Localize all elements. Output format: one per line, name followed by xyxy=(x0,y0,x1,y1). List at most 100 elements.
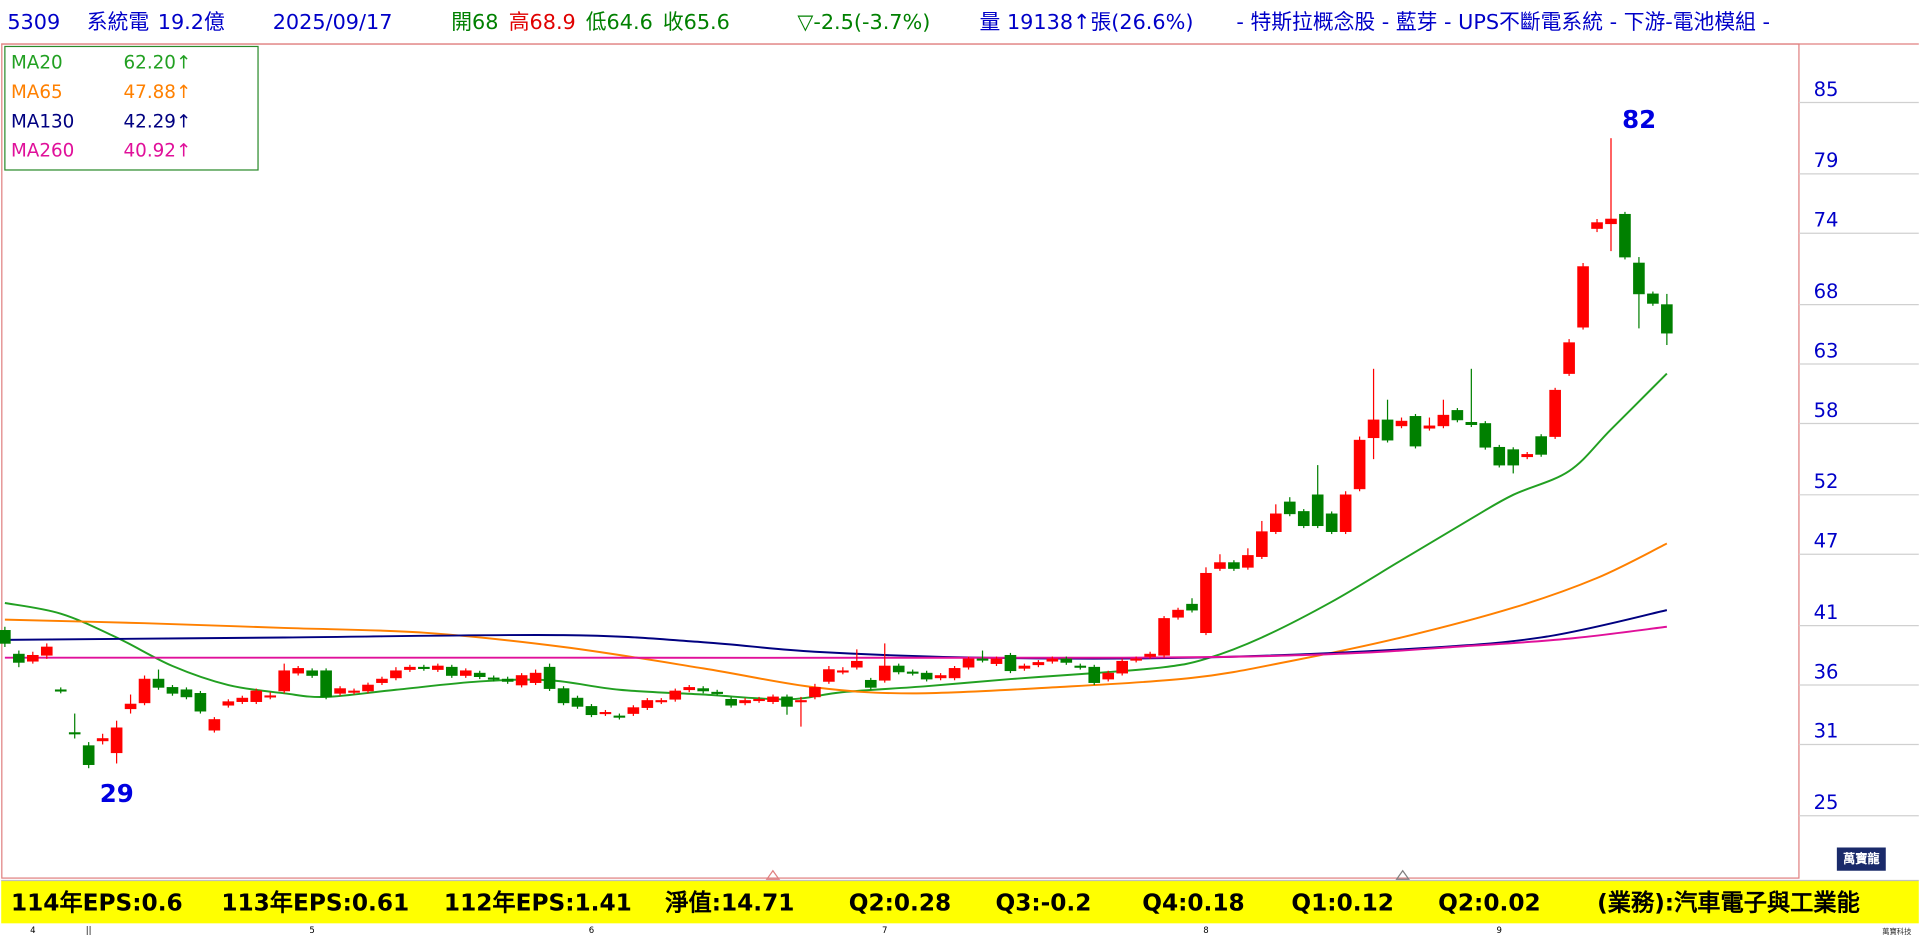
legend-value: 40.92↑ xyxy=(124,141,192,162)
candle-body xyxy=(976,658,989,661)
candle-body xyxy=(1493,446,1506,466)
candle-body xyxy=(13,653,25,663)
candle-body xyxy=(1214,562,1226,569)
brand-badge xyxy=(1836,847,1886,871)
candle-body xyxy=(1004,654,1017,672)
candle-body xyxy=(823,669,835,682)
candle-body xyxy=(306,670,318,676)
candle-body xyxy=(725,698,737,706)
candle-body xyxy=(1339,494,1352,532)
candle-body xyxy=(1479,423,1492,448)
y-tick-label: 79 xyxy=(1814,149,1839,172)
candle-body xyxy=(68,732,81,735)
header-item: 量 19138↑張(26.6%) xyxy=(980,10,1194,34)
candle-body xyxy=(515,675,528,686)
candle-body xyxy=(40,646,53,656)
candle-body xyxy=(613,715,626,718)
candle-body xyxy=(739,700,751,704)
x-tick-label: 6 xyxy=(589,926,594,936)
brand-label: 萬寶龍 xyxy=(1843,851,1880,866)
footer-item: Q2:0.28 xyxy=(849,889,951,916)
candle-body xyxy=(1269,513,1282,532)
candle-body xyxy=(767,696,779,702)
y-tick-label: 47 xyxy=(1814,530,1839,553)
candle-body xyxy=(1381,419,1394,441)
candle-body xyxy=(795,700,807,703)
candle-body xyxy=(1647,293,1659,304)
candle-body xyxy=(96,738,109,742)
candle-body xyxy=(1088,666,1101,683)
legend-name: MA260 xyxy=(11,141,74,162)
candle-body xyxy=(1018,665,1031,669)
candle-body xyxy=(864,679,877,688)
candle-body xyxy=(683,687,696,691)
candle-body xyxy=(194,693,207,712)
candle-body xyxy=(1158,618,1170,656)
candle-body xyxy=(166,687,179,694)
candle-body xyxy=(1395,420,1408,427)
candle-body xyxy=(418,666,430,669)
candle-body xyxy=(1311,494,1324,527)
candle-body xyxy=(222,701,235,706)
candle-body xyxy=(1074,665,1087,668)
footer-item: 淨值:14.71 xyxy=(665,889,794,916)
legend-box xyxy=(4,45,259,171)
candle-body xyxy=(837,670,849,673)
candle-body xyxy=(1563,342,1575,374)
candle-body xyxy=(362,684,374,692)
candle-body xyxy=(1619,213,1631,258)
candle-body xyxy=(669,690,682,700)
candle-body xyxy=(1605,218,1617,225)
candle-body xyxy=(432,665,444,670)
candle-body xyxy=(1102,672,1115,680)
candle-body xyxy=(1283,501,1296,515)
legend-value: 42.29↑ xyxy=(124,111,192,132)
footer-item: 112年EPS:1.41 xyxy=(444,889,632,916)
x-tick-label: 7 xyxy=(882,926,887,936)
y-tick-label: 36 xyxy=(1814,660,1839,683)
candle-body xyxy=(1242,555,1254,568)
footer-item: Q2:0.02 xyxy=(1438,889,1540,916)
header-item: 19.2億 xyxy=(158,10,225,34)
footer-item: Q1:0.12 xyxy=(1291,889,1393,916)
candle-body xyxy=(711,691,723,694)
footer-item: 114年EPS:0.6 xyxy=(11,889,183,916)
legend-name: MA65 xyxy=(11,82,63,103)
candle-body xyxy=(1633,262,1645,295)
header-item: 5309 xyxy=(7,10,60,34)
candle-body xyxy=(948,668,961,679)
candle-body xyxy=(473,672,486,678)
y-tick-label: 74 xyxy=(1814,209,1839,232)
candle-body xyxy=(1256,531,1268,557)
candle-body xyxy=(1521,454,1534,458)
candle-body xyxy=(292,668,304,674)
candle-body xyxy=(1172,609,1184,618)
footer-item: Q4:0.18 xyxy=(1142,889,1244,916)
header-item: 高68.9 xyxy=(509,10,576,34)
x-tick-label: 8 xyxy=(1203,926,1208,936)
candle-body xyxy=(1060,658,1073,663)
candle-body xyxy=(0,630,11,644)
high-annotation: 82 xyxy=(1622,105,1656,134)
candle-body xyxy=(1577,266,1589,328)
candle-body xyxy=(529,672,542,683)
legend-value: 47.88↑ xyxy=(124,82,192,103)
candle-body xyxy=(376,678,388,683)
candle-body xyxy=(110,727,123,754)
candle-body xyxy=(920,672,933,680)
y-tick-label: 25 xyxy=(1814,791,1839,814)
candle-body xyxy=(180,689,193,698)
candle-body xyxy=(1507,449,1520,466)
candle-body xyxy=(334,688,346,694)
candle-body xyxy=(851,660,863,668)
header-item: 2025/09/17 xyxy=(273,10,393,34)
header-item: 收65.6 xyxy=(663,10,730,34)
candle-body xyxy=(1465,421,1478,425)
candle-body xyxy=(1353,439,1366,490)
candle-body xyxy=(348,690,360,693)
candle-body xyxy=(208,719,221,731)
brand-small-label: 萬寶科技 xyxy=(1882,927,1912,936)
